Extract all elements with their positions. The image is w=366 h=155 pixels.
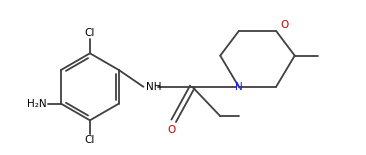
Text: O: O <box>168 124 176 135</box>
Text: N: N <box>235 82 243 92</box>
Text: Cl: Cl <box>85 28 95 38</box>
Text: Cl: Cl <box>85 135 95 145</box>
Text: H₂N: H₂N <box>27 99 47 108</box>
Text: NH: NH <box>146 82 161 92</box>
Text: O: O <box>281 20 289 30</box>
